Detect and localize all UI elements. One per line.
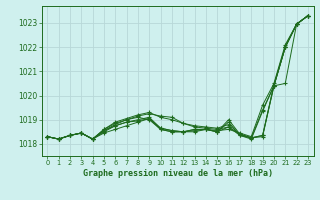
X-axis label: Graphe pression niveau de la mer (hPa): Graphe pression niveau de la mer (hPa): [83, 169, 273, 178]
